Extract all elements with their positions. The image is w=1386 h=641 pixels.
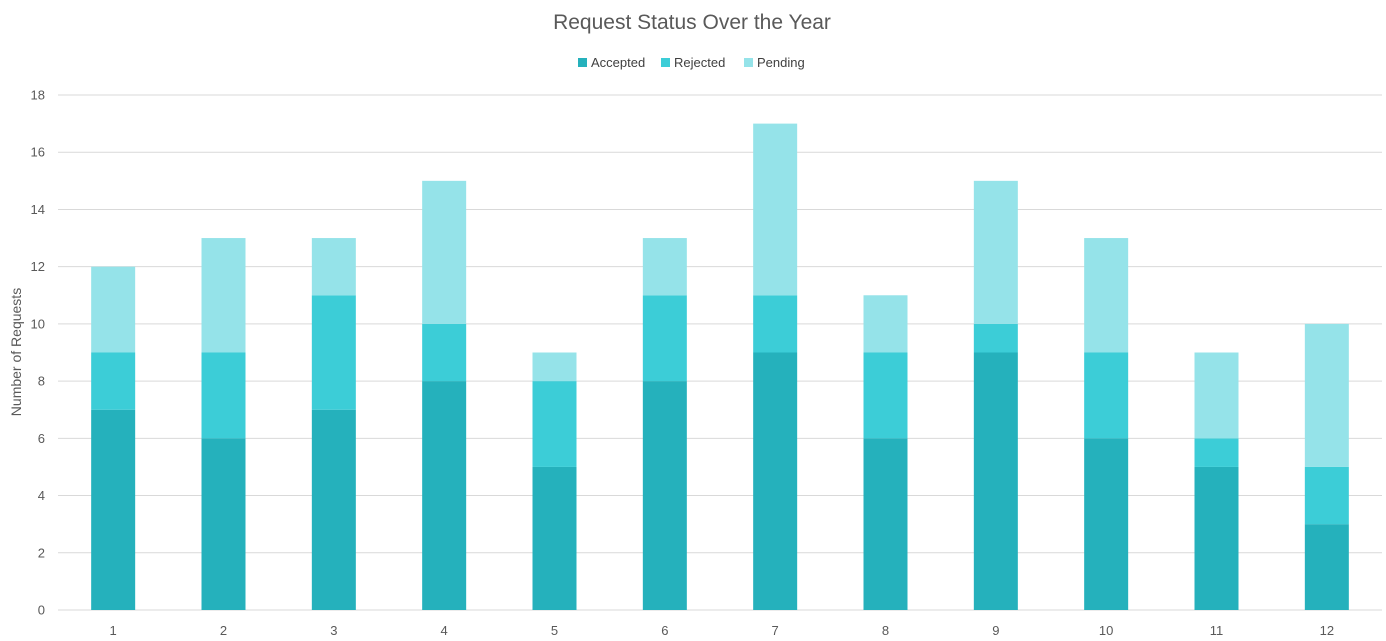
x-axis-ticks: 1 2 3 4 5 6 7 8 9 10 11 12 [110,623,1335,638]
y-tick-label: 4 [38,488,45,503]
x-tick-label: 7 [772,623,779,636]
y-tick-label: 16 [31,145,45,160]
bar-pending-10 [1084,238,1129,353]
bar-rejected-8 [863,352,908,439]
x-tick-label: 4 [441,623,448,636]
bar-pending-11 [1194,352,1239,439]
x-tick-label: 8 [882,623,889,636]
bar-accepted-1 [91,409,136,610]
x-tick-label: 1 [110,623,117,636]
bar-rejected-3 [311,295,356,410]
bar-pending-1 [91,266,136,353]
y-tick-label: 18 [31,88,45,103]
bar-accepted-10 [1084,438,1129,610]
y-tick-label: 8 [38,374,45,389]
x-tick-label: 2 [220,623,227,636]
bar-rejected-2 [201,352,246,439]
bar-pending-6 [642,238,687,296]
y-tick-label: 6 [38,431,45,446]
legend-swatch-pending [744,58,753,67]
y-tick-label: 14 [31,202,45,217]
x-tick-label: 12 [1320,623,1334,636]
bar-pending-4 [422,180,467,324]
legend-swatch-rejected [661,58,670,67]
x-tick-label: 11 [1210,623,1224,636]
bar-accepted-2 [201,438,246,610]
legend-label-pending: Pending [757,55,805,70]
bar-accepted-12 [1304,524,1349,610]
legend-label-accepted: Accepted [591,55,645,70]
bar-pending-12 [1304,323,1349,467]
bar-accepted-3 [311,409,356,610]
y-tick-label: 2 [38,545,45,560]
bar-accepted-5 [532,466,577,610]
bar-accepted-4 [422,381,467,610]
bar-rejected-1 [91,352,136,410]
y-tick-label: 0 [38,603,45,618]
bar-accepted-11 [1194,466,1239,610]
chart-title: Request Status Over the Year [553,11,831,34]
bars [91,123,1349,610]
bar-rejected-5 [532,381,577,467]
x-tick-label: 9 [992,623,999,636]
bar-accepted-9 [973,352,1018,610]
y-axis-label: Number of Requests [8,288,24,416]
bar-pending-7 [753,123,798,296]
x-tick-label: 6 [661,623,668,636]
y-axis-ticks: 0 2 4 6 8 10 12 14 16 18 [31,88,45,618]
bar-rejected-11 [1194,438,1239,467]
bar-rejected-7 [753,295,798,353]
bar-pending-3 [311,238,356,296]
x-tick-label: 3 [330,623,337,636]
bar-rejected-12 [1304,466,1349,525]
bar-pending-9 [973,180,1018,324]
bar-rejected-10 [1084,352,1129,439]
legend: Accepted Rejected Pending [578,55,805,70]
bar-rejected-6 [642,295,687,382]
bar-pending-2 [201,238,246,353]
legend-swatch-accepted [578,58,587,67]
bar-accepted-7 [753,352,798,610]
x-tick-label: 5 [551,623,558,636]
bar-accepted-8 [863,438,908,610]
bar-pending-8 [863,295,908,353]
gridlines [58,94,1382,611]
bar-pending-5 [532,352,577,382]
bar-accepted-6 [642,381,687,610]
bar-rejected-4 [422,323,467,382]
y-tick-label: 12 [31,259,45,274]
legend-label-rejected: Rejected [674,55,725,70]
bar-rejected-9 [973,323,1018,353]
y-tick-label: 10 [31,316,45,331]
x-tick-label: 10 [1099,623,1113,636]
